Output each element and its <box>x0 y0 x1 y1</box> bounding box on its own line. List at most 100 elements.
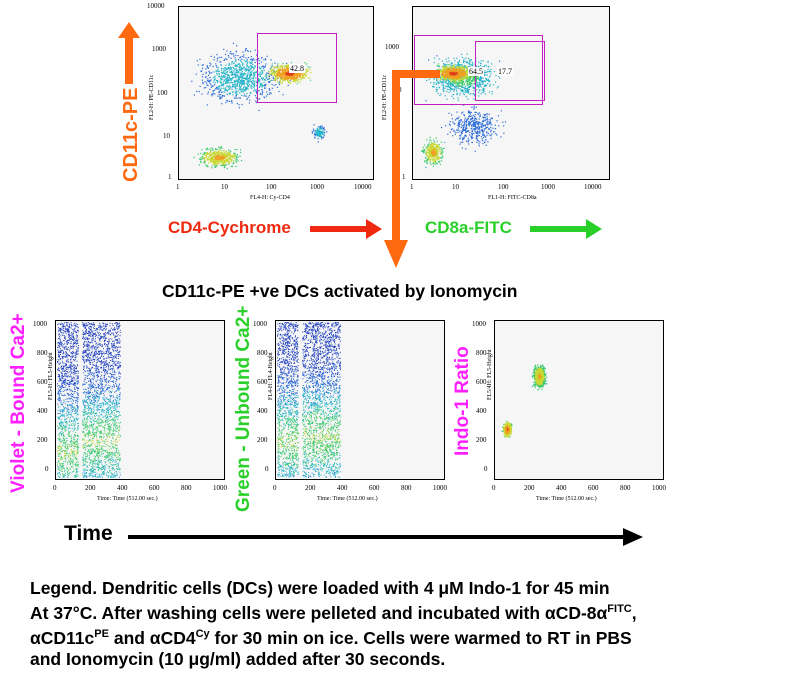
density-dot <box>276 78 278 80</box>
density-dot <box>205 156 207 159</box>
density-dot <box>205 76 207 78</box>
density-dot <box>436 55 438 57</box>
density-dot <box>432 142 435 144</box>
density-dot <box>452 97 455 100</box>
density-dot <box>207 147 209 149</box>
density-dot <box>461 131 463 133</box>
density-dot <box>323 131 325 133</box>
density-dot <box>77 475 79 477</box>
density-dot <box>240 77 242 79</box>
density-dot <box>226 77 229 79</box>
density-dot <box>66 356 68 357</box>
density-dot <box>458 74 460 76</box>
density-dot <box>227 158 229 160</box>
density-dot <box>451 75 453 77</box>
density-dot <box>236 66 238 68</box>
density-dot <box>296 78 298 80</box>
density-dot <box>200 159 202 161</box>
density-dot <box>448 73 450 76</box>
density-dot <box>234 77 236 79</box>
density-dot <box>446 88 448 90</box>
density-dot <box>464 129 467 131</box>
density-dot <box>323 133 325 136</box>
density-dot <box>483 130 485 132</box>
density-dot <box>456 90 458 92</box>
density-dot <box>473 76 475 78</box>
density-dot <box>281 81 284 83</box>
density-dot <box>218 75 220 78</box>
density-dot <box>233 84 235 86</box>
density-dot <box>458 72 460 74</box>
density-dot <box>270 68 272 70</box>
density-dot <box>241 77 244 79</box>
density-dot <box>470 111 472 113</box>
density-dot <box>280 64 282 67</box>
density-dot <box>67 407 69 409</box>
density-dot <box>456 81 458 83</box>
density-dot <box>216 58 218 60</box>
density-dot <box>76 351 77 353</box>
density-dot <box>63 334 65 336</box>
density-dot <box>220 75 223 77</box>
density-dot <box>229 93 231 95</box>
density-dot <box>315 133 317 135</box>
density-dot <box>59 412 61 414</box>
density-dot <box>437 144 439 146</box>
density-dot <box>64 446 66 448</box>
density-dot <box>466 81 469 83</box>
density-dot <box>227 160 229 162</box>
density-dot <box>59 465 61 466</box>
density-dot <box>463 61 465 63</box>
density-dot <box>470 121 472 123</box>
density-dot <box>235 80 237 82</box>
density-dot <box>226 157 228 159</box>
density-dot <box>255 100 257 102</box>
density-dot <box>485 128 487 130</box>
density-dot <box>225 82 227 85</box>
density-dot <box>77 466 79 468</box>
density-dot <box>443 90 445 92</box>
density-dot <box>219 156 221 158</box>
density-dot <box>301 72 303 74</box>
density-dot <box>227 152 229 154</box>
density-dot <box>78 345 79 346</box>
density-dot <box>66 422 68 424</box>
density-dot <box>66 361 68 363</box>
density-dot <box>285 69 287 71</box>
density-dot <box>219 158 221 160</box>
density-dot <box>432 156 434 158</box>
density-dot <box>257 73 259 75</box>
density-dot <box>58 390 59 392</box>
density-dot <box>480 83 482 86</box>
density-dot <box>234 73 236 75</box>
density-dot <box>453 67 455 69</box>
density-dot <box>224 164 226 166</box>
density-dot <box>250 73 252 76</box>
density-dot <box>480 136 483 138</box>
density-dot <box>249 73 251 75</box>
density-dot <box>472 62 474 64</box>
density-dot <box>65 363 67 365</box>
density-dot <box>69 366 71 368</box>
density-dot <box>223 69 225 71</box>
density-dot <box>434 160 436 162</box>
density-dot <box>467 62 469 64</box>
density-dot <box>482 82 484 84</box>
density-dot <box>485 119 487 121</box>
density-dot <box>62 475 64 477</box>
density-dot <box>429 160 431 162</box>
density-dot <box>209 82 211 85</box>
density-dot <box>425 147 427 149</box>
density-dot <box>273 84 275 86</box>
density-dot <box>230 81 232 84</box>
density-dot <box>473 95 476 97</box>
density-dot <box>62 465 64 467</box>
density-dot <box>217 152 219 154</box>
density-dot <box>446 83 448 85</box>
density-dot <box>468 139 470 141</box>
density-dot <box>224 156 226 158</box>
density-dot <box>243 66 245 68</box>
density-dot <box>484 80 486 82</box>
density-dot <box>220 158 222 160</box>
density-dot <box>227 81 229 83</box>
